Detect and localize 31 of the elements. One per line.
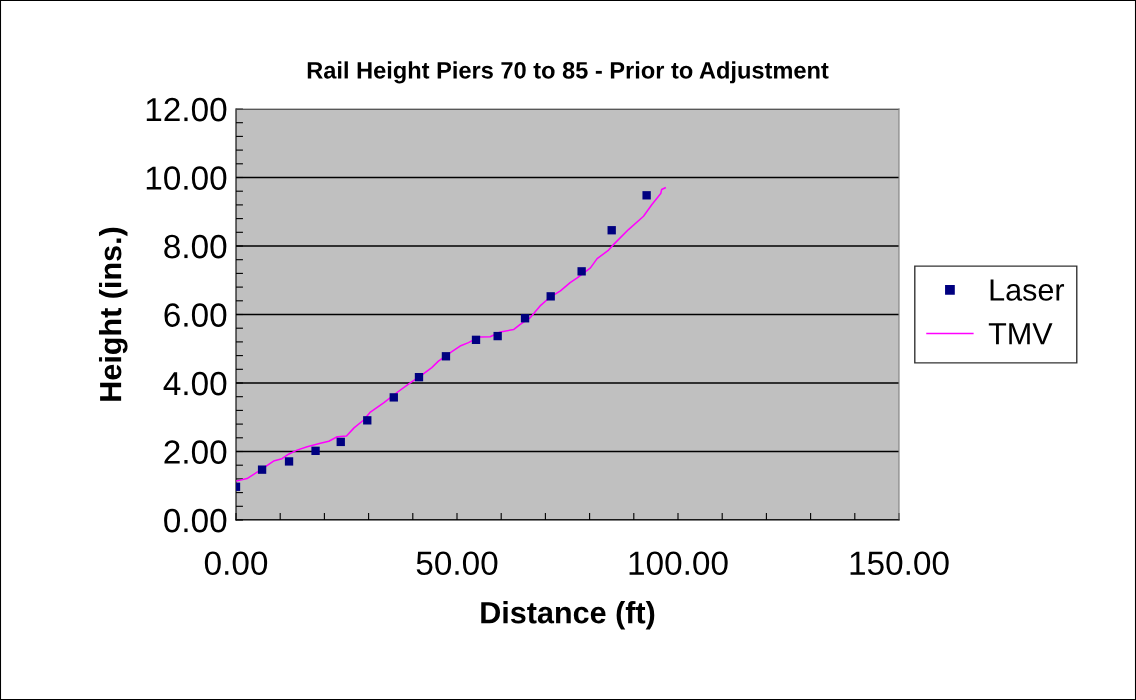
x-axis-title: Distance (ft) — [481, 601, 655, 630]
point — [577, 267, 586, 276]
point — [284, 457, 294, 466]
point — [471, 335, 481, 345]
y-axis-title: Height (ins.) — [98, 227, 128, 401]
point — [441, 352, 451, 361]
point — [546, 292, 555, 301]
point — [607, 226, 616, 235]
legend-label: Laser — [990, 279, 1065, 301]
y-tick-label: 2.00 — [164, 440, 227, 464]
point — [311, 446, 320, 455]
y-tick-label: 6.00 — [164, 303, 227, 327]
point — [257, 465, 267, 474]
point — [642, 191, 651, 200]
x-tick-label: 100.00 — [629, 551, 728, 576]
y-tick-label: 4.00 — [163, 371, 227, 396]
x-tick-label: 0.00 — [204, 551, 268, 576]
y-tick-label: 12.00 — [146, 97, 227, 122]
point — [414, 373, 424, 382]
x-tick-label: 50.00 — [416, 551, 498, 576]
point — [520, 314, 530, 323]
y-tick-label: 0.00 — [164, 508, 227, 533]
y-tick-label: 10.00 — [146, 166, 227, 190]
point — [363, 416, 372, 425]
y-tick-label: 8.00 — [164, 234, 227, 259]
point — [493, 331, 502, 341]
x-tick-label: 150.00 — [850, 551, 949, 576]
legend-label: TMV — [988, 323, 1053, 345]
point — [389, 393, 398, 402]
chart-title: Rail Height Piers 70 to 85 - Prior to Adjustment — [307, 61, 829, 84]
point — [336, 437, 345, 447]
